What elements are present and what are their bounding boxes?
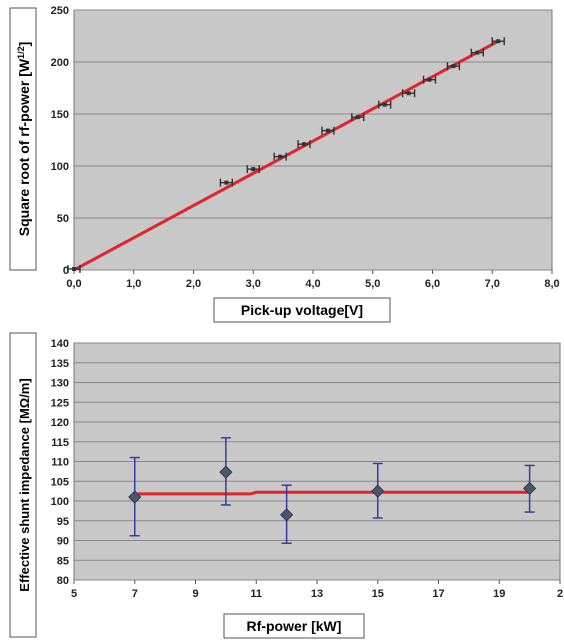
data-points — [128, 437, 537, 545]
data-point — [401, 89, 416, 98]
data-point — [378, 100, 392, 109]
x-tick-label: 7,0 — [485, 278, 500, 290]
data-point — [280, 484, 294, 545]
data-point — [321, 126, 335, 135]
data-point — [351, 113, 365, 122]
y-tick-label: 100 — [51, 161, 69, 173]
data-point — [446, 62, 461, 71]
fit-line-path — [134, 490, 530, 496]
x-axis-label-box — [213, 297, 391, 323]
x-tick-label: 5,0 — [365, 278, 380, 290]
x-tick-label: 5 — [71, 588, 77, 600]
y-tick-label: 120 — [51, 417, 69, 429]
data-point — [67, 264, 81, 273]
data-point — [371, 462, 385, 519]
y-axis-label-box — [9, 7, 37, 271]
y-tick-label: 85 — [57, 555, 69, 567]
x-tick-label: 17 — [432, 588, 444, 600]
fit-line — [134, 490, 530, 496]
y-tick-label: 0 — [63, 265, 69, 277]
x-tick-label: 15 — [372, 588, 384, 600]
data-point — [219, 178, 234, 187]
data-point — [470, 48, 484, 57]
data-point — [219, 437, 233, 506]
x-tick-label: 1,0 — [126, 278, 141, 290]
x-tick-label: 8,0 — [544, 278, 559, 290]
y-tick-label: 80 — [57, 575, 69, 587]
y-tick-label: 125 — [51, 397, 69, 409]
data-point — [273, 152, 287, 161]
y-tick-label: 200 — [51, 57, 69, 69]
x-axis-label: Rf-power [kW] — [247, 618, 342, 634]
y-axis-label: Square root of rf-power [W1/2] — [16, 42, 32, 237]
y-tick-label: 135 — [51, 358, 69, 370]
y-tick-label: 90 — [57, 536, 69, 548]
y-tick-labels: 80 85 90 95 100 105 110 115 120 125 130 135 140 — [51, 338, 69, 587]
y-tick-label: 105 — [51, 476, 69, 488]
x-tick-labels: 5 7 9 11 13 15 17 19 2 — [71, 588, 563, 600]
chart-pickup-voltage: 0 50 100 150 200 250 0,0 1,0 2,0 3,0 4,0 5,0 6,0 7,0… — [9, 5, 560, 323]
y-tick-label: 150 — [51, 109, 69, 121]
x-tick-labels: 0,0 1,0 2,0 3,0 4,0 5,0 6,0 7,0 8,0 — [66, 278, 559, 290]
x-tick-label: 0,0 — [66, 278, 81, 290]
y-axis-label: Effective shunt impedance [MΩ/m] — [17, 378, 32, 591]
y-axis-label-box — [9, 332, 37, 638]
x-tick-label: 9 — [192, 588, 198, 600]
data-point — [128, 456, 142, 537]
data-point — [422, 75, 437, 84]
x-tick-label: 4,0 — [305, 278, 320, 290]
x-tick-label: 13 — [311, 588, 323, 600]
x-tick-label: 3,0 — [246, 278, 261, 290]
x-tick-label: 2 — [557, 588, 563, 600]
x-axis-label-box — [223, 613, 365, 639]
x-tick-label: 2,0 — [186, 278, 201, 290]
data-point — [491, 37, 505, 46]
y-tick-label: 95 — [57, 516, 69, 528]
x-tick-label: 7 — [132, 588, 138, 600]
data-point — [297, 140, 311, 149]
y-tick-label: 115 — [51, 437, 69, 449]
data-points — [67, 37, 505, 273]
x-tick-label: 11 — [250, 588, 262, 600]
y-tick-label: 100 — [51, 496, 69, 508]
x-tick-label: 19 — [493, 588, 505, 600]
x-tick-label: 6,0 — [425, 278, 440, 290]
data-point — [523, 464, 537, 513]
gridlines — [73, 342, 561, 584]
x-axis-label: Pick-up voltage[V] — [241, 302, 363, 318]
data-point — [246, 165, 260, 174]
chart-shunt-impedance: 80 85 90 95 100 105 110 115 120 125 130 135 140 5 7 9 1… — [9, 332, 563, 639]
y-tick-label: 130 — [51, 378, 69, 390]
y-tick-label: 250 — [51, 5, 69, 17]
y-tick-label: 140 — [51, 338, 69, 350]
y-tick-label: 110 — [51, 457, 69, 469]
y-tick-labels: 0 50 100 150 200 250 — [51, 5, 69, 277]
y-tick-label: 50 — [57, 213, 69, 225]
gridlines — [73, 9, 553, 274]
